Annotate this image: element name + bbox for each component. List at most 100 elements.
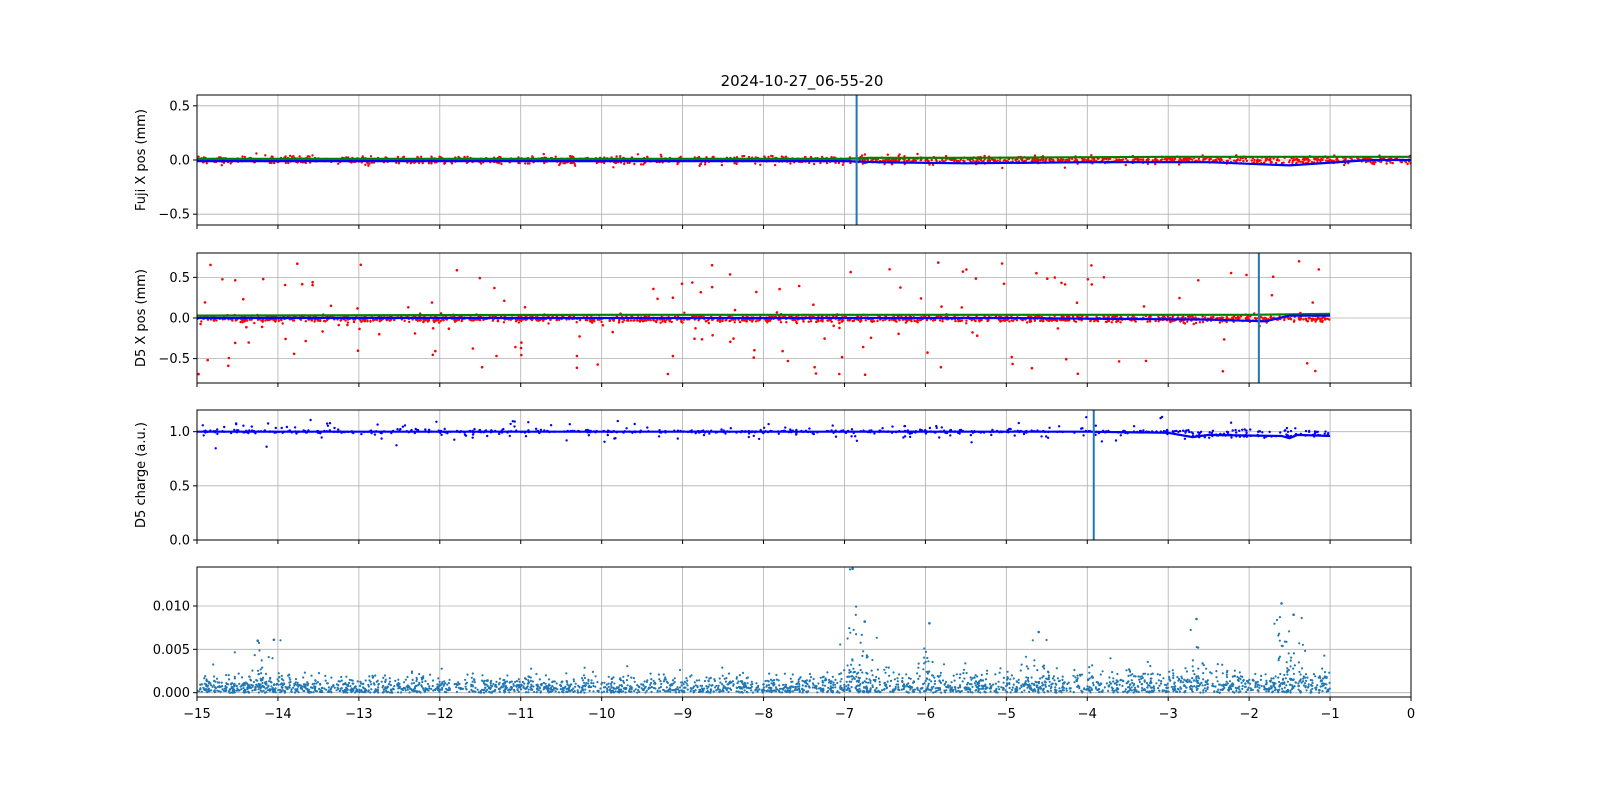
point <box>845 685 848 688</box>
point <box>1093 159 1096 162</box>
point <box>882 159 885 162</box>
point <box>591 321 594 324</box>
point <box>1025 665 1028 668</box>
outlier-point <box>1297 260 1301 263</box>
point <box>1243 428 1246 431</box>
point <box>958 676 961 680</box>
point <box>1146 162 1150 166</box>
point <box>463 433 467 436</box>
y-tick-label: 0.5 <box>169 99 190 114</box>
point <box>1260 674 1263 678</box>
outlier-point <box>520 341 523 344</box>
point <box>509 422 512 426</box>
outlier-point <box>434 349 437 353</box>
point <box>415 679 418 683</box>
outlier-point <box>1311 301 1314 304</box>
point <box>466 155 469 158</box>
point <box>855 439 859 442</box>
point <box>949 434 952 437</box>
point <box>734 162 738 165</box>
y-axis-label: D5 charge (a.u.) <box>134 422 149 528</box>
point <box>592 684 595 688</box>
point <box>891 425 894 428</box>
point <box>703 163 707 166</box>
point <box>884 671 887 674</box>
point <box>1321 158 1324 162</box>
point <box>750 320 754 323</box>
point <box>427 689 430 692</box>
point <box>984 678 988 681</box>
point <box>1263 436 1266 439</box>
point <box>990 433 993 437</box>
point <box>1021 159 1024 162</box>
point <box>1181 429 1185 432</box>
point <box>472 319 475 322</box>
point <box>652 319 656 322</box>
point <box>1187 315 1190 318</box>
point <box>471 672 474 675</box>
outlier-point <box>797 284 801 288</box>
point <box>201 424 204 427</box>
outlier-point <box>1064 357 1068 361</box>
point <box>964 688 967 691</box>
point <box>474 686 477 690</box>
point <box>1197 675 1200 678</box>
outlier-point <box>203 301 207 304</box>
point <box>596 681 599 684</box>
point <box>516 318 519 322</box>
point <box>983 690 986 694</box>
point <box>1225 430 1229 433</box>
point <box>975 160 978 163</box>
point <box>907 159 911 162</box>
point <box>1025 676 1028 679</box>
point <box>517 161 520 165</box>
point <box>926 686 929 689</box>
point <box>889 679 893 683</box>
point <box>1058 687 1061 690</box>
point <box>745 320 748 323</box>
point <box>517 321 521 324</box>
point <box>1184 431 1187 434</box>
outlier-point <box>710 285 714 289</box>
point <box>325 422 329 425</box>
point <box>1297 682 1300 685</box>
point <box>1093 320 1096 323</box>
point <box>204 675 207 678</box>
outlier-point <box>869 336 873 340</box>
point <box>741 155 744 158</box>
point <box>388 677 391 680</box>
point <box>379 319 383 322</box>
point <box>1132 425 1136 428</box>
outlier-point <box>1245 273 1248 277</box>
point <box>834 686 837 689</box>
point <box>1321 667 1324 670</box>
point <box>841 163 845 166</box>
outlier-point <box>700 338 704 341</box>
point <box>1178 159 1181 162</box>
point <box>850 686 853 689</box>
point <box>1010 319 1013 322</box>
point <box>1385 162 1388 165</box>
point <box>1235 159 1238 162</box>
point <box>432 319 435 322</box>
panel-d5-x: −0.50.00.5D5 X pos (mm) <box>134 252 1412 387</box>
point <box>679 155 682 158</box>
point <box>1149 680 1152 683</box>
point <box>430 162 433 165</box>
point <box>703 679 707 683</box>
outlier-point <box>1314 369 1317 373</box>
point <box>565 439 568 442</box>
point <box>1073 681 1076 684</box>
point <box>1119 434 1123 437</box>
outlier-point <box>1076 372 1080 376</box>
point <box>659 685 663 689</box>
outlier-point <box>974 277 978 280</box>
point <box>608 319 611 322</box>
point <box>549 424 553 427</box>
point <box>986 160 990 163</box>
point <box>328 422 332 425</box>
point <box>762 426 766 429</box>
outlier-point <box>1075 301 1079 305</box>
point <box>938 319 942 322</box>
